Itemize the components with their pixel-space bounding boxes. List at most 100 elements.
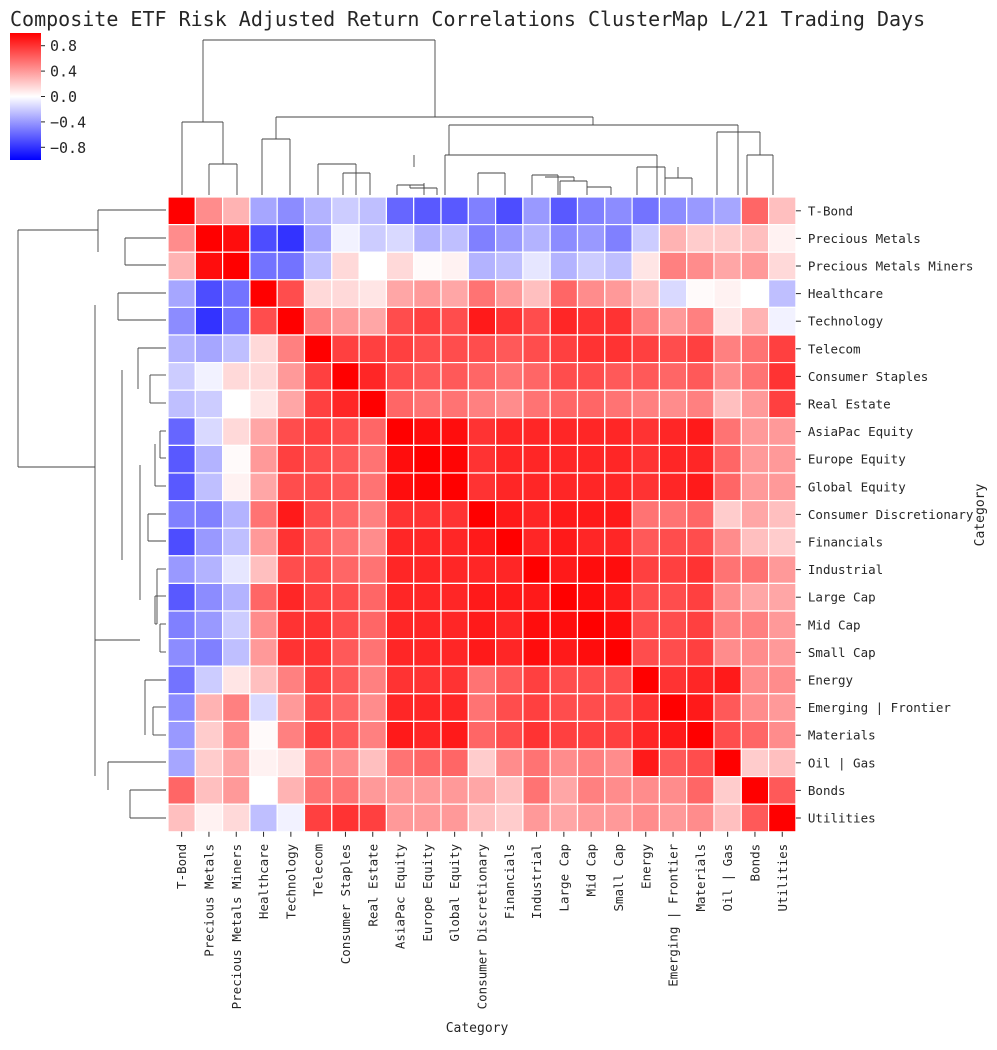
heatmap-cell	[631, 610, 660, 640]
heatmap-cell	[249, 472, 278, 502]
row-tick-label: Europe Equity	[808, 452, 906, 467]
heatmap-cell	[658, 775, 688, 805]
heatmap-cell	[385, 334, 415, 364]
heatmap-cell	[467, 527, 497, 557]
heatmap-cell	[249, 748, 278, 778]
heatmap-cell	[713, 362, 742, 391]
heatmap-cell	[358, 610, 388, 640]
heatmap-cell	[358, 196, 388, 226]
heatmap-cell	[576, 389, 606, 419]
heatmap-cell	[631, 251, 660, 281]
heatmap-cell	[467, 279, 497, 308]
heatmap-cell	[358, 555, 388, 584]
heatmap-cell	[440, 279, 469, 308]
heatmap-cell	[576, 279, 606, 308]
heatmap-cell	[385, 527, 415, 557]
heatmap-cell	[167, 334, 196, 364]
heatmap-cell	[331, 582, 360, 612]
heatmap-cell	[740, 500, 770, 529]
column-tick-labels: T-Bond Precious Metals Precious Metals Min…	[174, 831, 790, 1009]
heatmap-cell	[331, 417, 360, 446]
row-tick-label: Oil | Gas	[808, 755, 876, 770]
heatmap-cell	[249, 610, 278, 640]
heatmap-cell	[467, 693, 497, 722]
heatmap-cell	[767, 748, 797, 778]
heatmap-cell	[385, 555, 415, 584]
heatmap-cell	[413, 720, 442, 750]
row-tick-label: Consumer Discretionary	[808, 507, 974, 522]
heatmap-cell	[303, 472, 333, 502]
heatmap-cell	[467, 500, 497, 529]
heatmap-cell	[686, 306, 715, 336]
heatmap-cell	[358, 444, 388, 474]
heatmap-cell	[604, 389, 633, 419]
row-tick-labels: T-Bond Precious Metals Precious Metals Min…	[795, 203, 974, 826]
column-tick-label: T-Bond	[174, 844, 189, 889]
heatmap-cell	[167, 748, 196, 778]
heatmap-cell	[413, 279, 442, 308]
heatmap-cell	[631, 775, 660, 805]
heatmap-cell	[631, 748, 660, 778]
column-tick-label: Consumer Discretionary	[474, 843, 489, 1009]
heatmap-cell	[713, 775, 742, 805]
colorbar-tick-label: −0.4	[50, 113, 86, 131]
heatmap-cell	[249, 720, 278, 750]
heatmap-cell	[331, 362, 360, 391]
heatmap-cell	[385, 582, 415, 612]
heatmap-cell	[331, 610, 360, 640]
heatmap-cell	[631, 693, 660, 722]
heatmap-cell	[303, 665, 333, 695]
heatmap-cell	[167, 803, 196, 833]
heatmap-cell	[522, 527, 551, 557]
heatmap-cell	[767, 665, 797, 695]
heatmap-cell	[495, 306, 524, 336]
heatmap-cell	[495, 500, 524, 529]
heatmap-cell	[658, 803, 688, 833]
heatmap-cell	[194, 610, 224, 640]
heatmap-cell	[604, 306, 633, 336]
heatmap-cell	[440, 610, 469, 640]
heatmap-cell	[194, 389, 224, 419]
row-tick-label: Energy	[808, 673, 854, 688]
heatmap-cell	[222, 306, 251, 336]
heatmap-cell	[413, 582, 442, 612]
heatmap-cell	[658, 472, 688, 502]
column-tick-label: Large Cap	[556, 844, 571, 912]
heatmap-cell	[631, 444, 660, 474]
heatmap-cell	[413, 196, 442, 226]
heatmap-cell	[658, 500, 688, 529]
heatmap-cell	[576, 610, 606, 640]
heatmap-cell	[576, 334, 606, 364]
row-tick-label: Consumer Staples	[808, 369, 928, 384]
heatmap-cell	[194, 665, 224, 695]
heatmap-cell	[358, 693, 388, 722]
column-tick-label: Emerging | Frontier	[666, 843, 681, 986]
heatmap-cell	[331, 306, 360, 336]
row-tick-label: Emerging | Frontier	[808, 700, 951, 715]
heatmap-cell	[658, 362, 688, 391]
column-tick-label: AsiaPac Equity	[393, 843, 408, 949]
heatmap-cell	[658, 637, 688, 667]
heatmap-cell	[385, 444, 415, 474]
heatmap-cell	[467, 334, 497, 364]
heatmap-cell	[385, 251, 415, 281]
heatmap-cell	[222, 803, 251, 833]
heatmap-cell	[740, 224, 770, 253]
heatmap-cell	[413, 389, 442, 419]
heatmap-cell	[604, 582, 633, 612]
heatmap-cell	[658, 720, 688, 750]
heatmap-cell	[303, 555, 333, 584]
heatmap-cell	[303, 224, 333, 253]
heatmap-cell	[385, 472, 415, 502]
heatmap-cell	[767, 582, 797, 612]
column-tick-label: Energy	[638, 843, 653, 889]
heatmap-cell	[222, 334, 251, 364]
heatmap-cell	[440, 803, 469, 833]
colorbar-tick-label: 0.8	[50, 37, 77, 55]
heatmap-cell	[549, 637, 579, 667]
row-tick-label: Mid Cap	[808, 617, 861, 632]
heatmap-cell	[194, 500, 224, 529]
heatmap-cell	[740, 417, 770, 446]
heatmap-cell	[194, 748, 224, 778]
heatmap-cell	[631, 224, 660, 253]
